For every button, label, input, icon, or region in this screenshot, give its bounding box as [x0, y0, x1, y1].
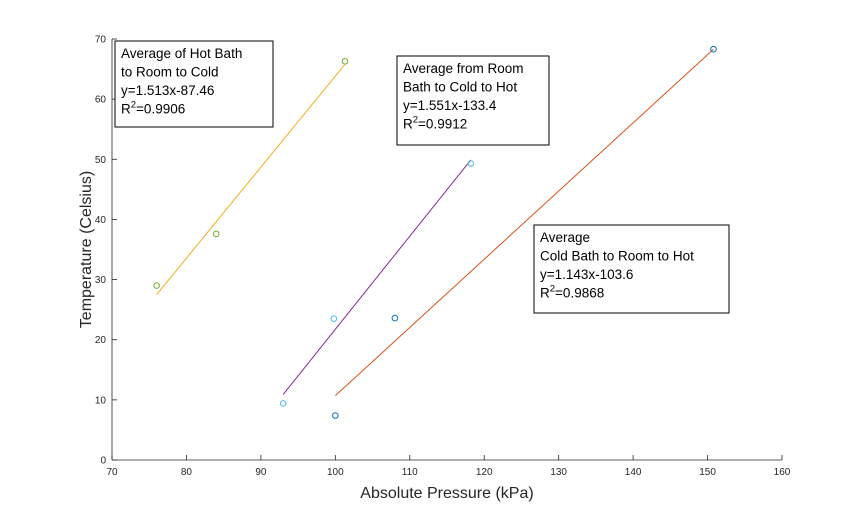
annotation-line: Average — [540, 230, 590, 245]
y-tick-label: 70 — [95, 35, 107, 46]
y-tick-label: 40 — [95, 215, 107, 226]
data-point-series-3 — [710, 45, 717, 53]
annotation-line: Average from Room — [403, 61, 524, 76]
data-point-series-1 — [212, 230, 220, 238]
x-tick-label: 70 — [106, 467, 118, 478]
data-point-series-3 — [332, 412, 339, 419]
fit-line-2 — [282, 159, 472, 395]
data-point-series-1 — [153, 282, 160, 289]
annotation-line: y=1.513x-87.46 — [121, 83, 214, 98]
x-axis-label: Absolute Pressure (kPa) — [360, 485, 533, 502]
annotation-box-3: Average Cold Bath to Room to Hot y=1.143x-… — [533, 224, 730, 314]
y-tick-label: 30 — [95, 275, 107, 286]
data-points — [153, 45, 717, 419]
x-tick-label: 100 — [327, 467, 344, 478]
annotation-box-2: Average from Room Bath to Cold to Hot y=1.… — [396, 55, 550, 146]
annotation-line: Cold Bath to Room to Hot — [540, 249, 694, 264]
y-tick-label: 20 — [95, 335, 107, 346]
x-tick-label: 160 — [774, 467, 791, 478]
x-tick-label: 150 — [699, 467, 716, 478]
x-tick-label: 130 — [550, 467, 567, 478]
data-point-series-1 — [341, 57, 349, 65]
x-tick-label: 120 — [476, 467, 493, 478]
annotation-line: Average of Hot Bath — [121, 46, 242, 61]
y-tick-label: 10 — [95, 395, 107, 406]
annotation-line: R2=0.9906 — [121, 100, 185, 117]
x-tick-label: 140 — [625, 467, 642, 478]
x-tick-label: 110 — [402, 467, 418, 478]
y-axis-label: Temperature (Celsius) — [78, 171, 95, 328]
y-tick-label: 50 — [95, 155, 107, 166]
fit-lines — [156, 48, 714, 397]
data-point-series-3 — [391, 314, 399, 322]
annotation-line: to Room to Cold — [121, 65, 219, 80]
annotation-line: y=1.143x-103.6 — [540, 267, 633, 282]
annotation-line: Bath to Cold to Hot — [403, 80, 517, 95]
data-point-series-2 — [279, 400, 287, 407]
y-tick-label: 0 — [100, 456, 106, 467]
fit-line-3 — [334, 48, 714, 397]
x-ticks: 70 80 90 100 110 120 130 140 150 160 — [106, 455, 791, 478]
axes — [111, 39, 782, 461]
y-tick-label: 60 — [95, 95, 107, 106]
annotation-line: y=1.551x-133.4 — [403, 98, 497, 113]
y-ticks: 0 10 20 30 40 50 60 70 — [95, 35, 117, 467]
data-point-series-2 — [467, 160, 475, 167]
annotation-line: R2=0.9912 — [403, 115, 467, 132]
annotation-line: R2=0.9868 — [540, 284, 604, 301]
annotation-box-1: Average of Hot Bath to Room to Cold y=1.5… — [114, 40, 274, 128]
data-point-series-2 — [330, 315, 338, 322]
fit-line-1 — [156, 63, 346, 295]
x-tick-label: 90 — [255, 467, 267, 478]
x-tick-label: 80 — [181, 467, 193, 478]
annotations: Average of Hot Bath to Room to Cold y=1.5… — [114, 40, 730, 314]
